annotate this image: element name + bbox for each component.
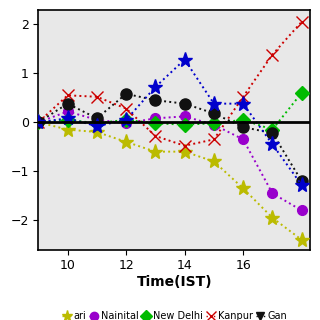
Legend: ari, Nainital, New Delhi, Kanpur, Gan: ari, Nainital, New Delhi, Kanpur, Gan: [58, 307, 291, 320]
X-axis label: Time(IST): Time(IST): [137, 275, 212, 289]
